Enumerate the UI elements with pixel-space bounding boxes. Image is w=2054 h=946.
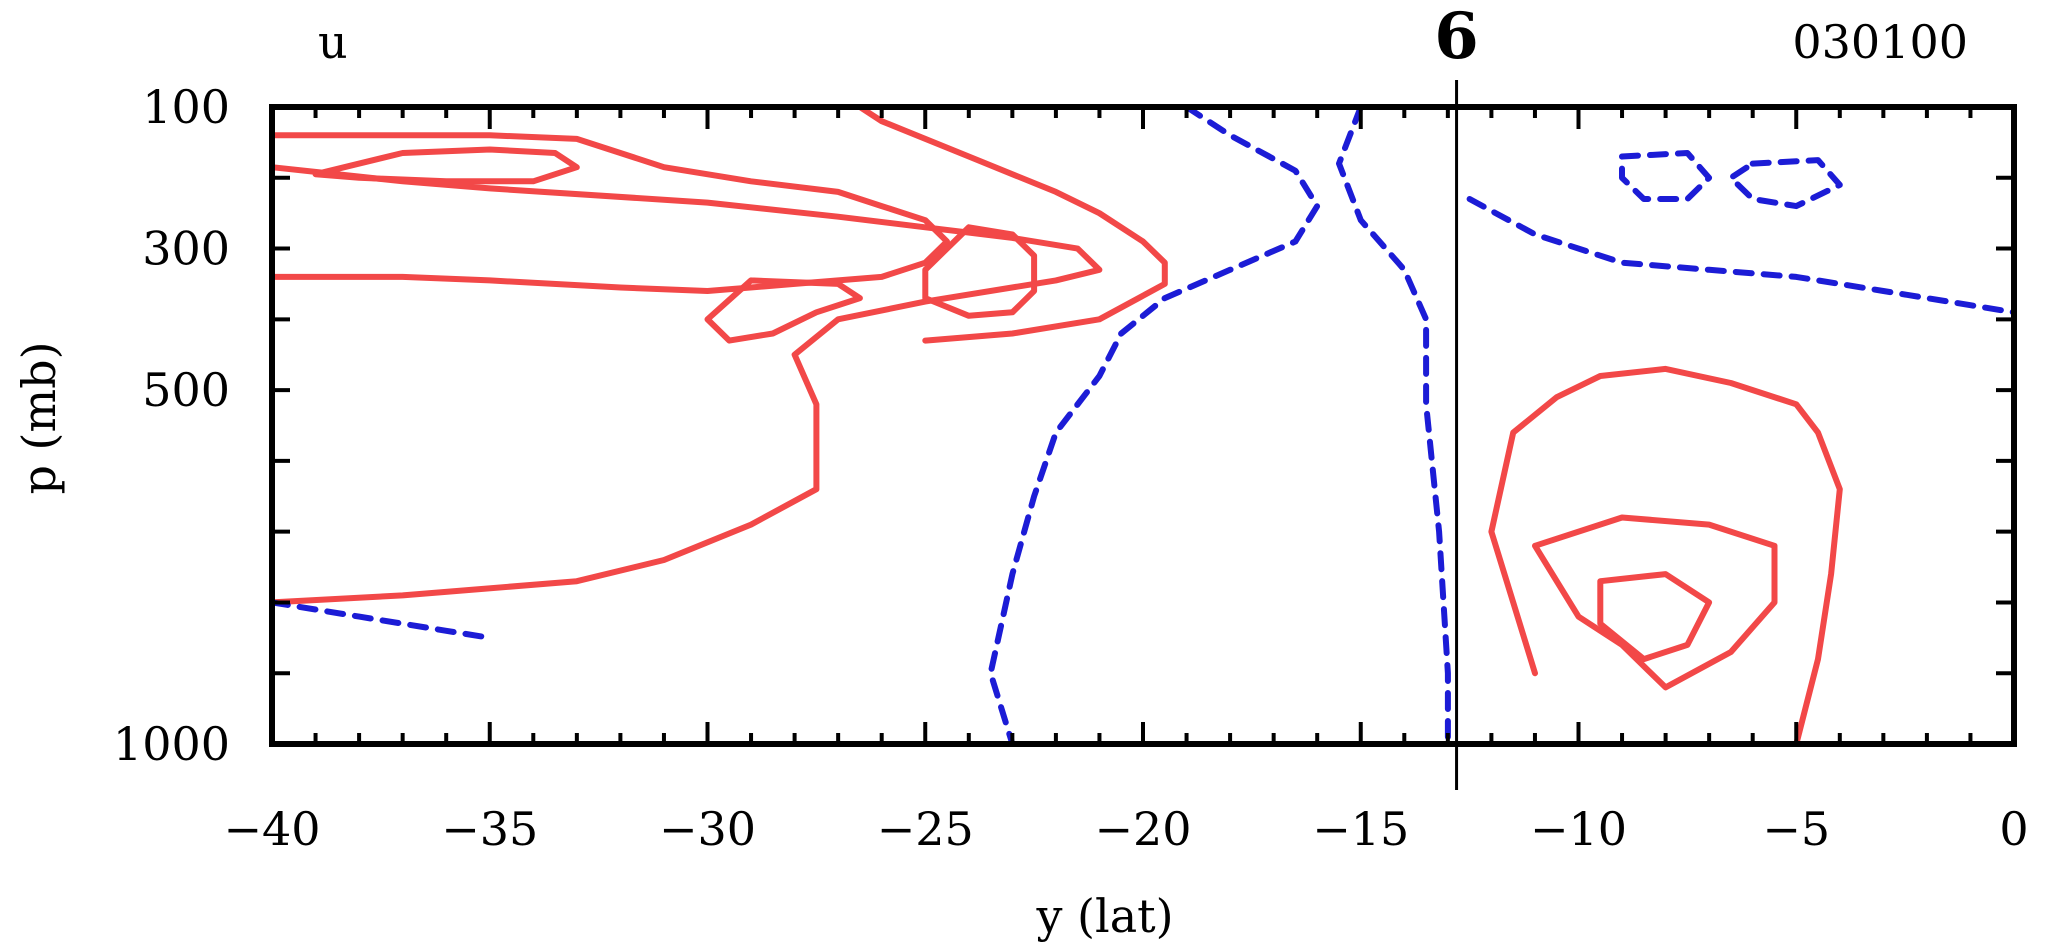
x-tick-label: −20 [1094, 802, 1191, 856]
x-tick-label: −25 [877, 802, 974, 856]
timestamp-label: 030100 [1792, 15, 1968, 69]
positive-contour-5 [922, 224, 1038, 319]
positive-contour-8 [1597, 571, 1713, 663]
variable-label: u [318, 15, 348, 69]
plot-frame [269, 104, 2017, 747]
negative-contour-12 [1727, 157, 1843, 210]
x-tick-label: −15 [1312, 802, 1409, 856]
x-axis-ticks: −40 −35 −30 −25 −20 −15 −10 −5 0 [223, 107, 2029, 856]
positive-contour-1 [269, 132, 950, 294]
storm-marker-label: 6 [1434, 0, 1479, 74]
x-tick-label: 0 [1999, 802, 2028, 856]
negative-contour-11 [1619, 150, 1713, 202]
y-tick-label: 500 [142, 363, 230, 417]
y-axis-ticks: 100 300 500 1000 [113, 80, 2014, 771]
positive-contour-2 [312, 146, 580, 185]
x-tick-label: −5 [1762, 802, 1830, 856]
y-tick-label: 100 [142, 80, 230, 134]
x-tick-label: −10 [1530, 802, 1627, 856]
positive-contour-3 [704, 277, 863, 344]
negative-contour-10 [1336, 104, 1451, 747]
positive-contour-0 [269, 164, 1103, 606]
negative-contour-9 [987, 104, 1321, 747]
x-axis-label: y (lat) [1035, 889, 1173, 943]
x-tick-label: −35 [441, 802, 538, 856]
y-tick-label: 1000 [113, 717, 230, 771]
positive-contour-4 [856, 104, 1168, 344]
positive-contour-7 [1532, 514, 1778, 691]
positive-contour-6 [1488, 365, 1843, 747]
x-tick-label: −30 [659, 802, 756, 856]
contour-lines [269, 104, 2017, 747]
y-tick-label: 300 [142, 222, 230, 276]
negative-contour-13 [1466, 196, 2017, 316]
x-tick-label: −40 [223, 802, 320, 856]
y-axis-label: p (mb) [12, 341, 66, 494]
negative-contour-14 [269, 599, 493, 641]
